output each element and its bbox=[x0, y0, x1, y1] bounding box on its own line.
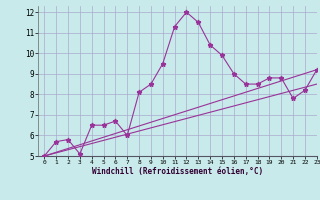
X-axis label: Windchill (Refroidissement éolien,°C): Windchill (Refroidissement éolien,°C) bbox=[92, 167, 263, 176]
